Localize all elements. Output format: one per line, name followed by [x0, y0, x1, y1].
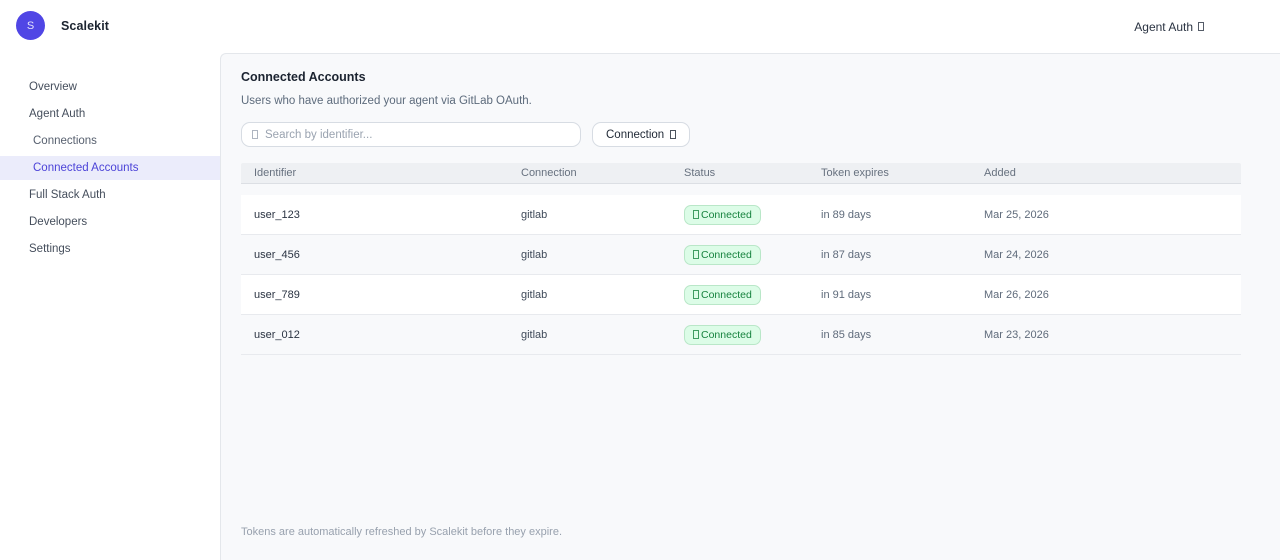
- page-subtitle: Users who have authorized your agent via…: [241, 95, 532, 107]
- cell-identifier: user_789: [254, 288, 300, 301]
- connected-accounts-table: Identifier Connection Status Token expir…: [241, 163, 1241, 355]
- cell-status: Connected: [684, 244, 821, 265]
- search-input[interactable]: Search by identifier...: [241, 122, 581, 147]
- status-badge-icon: [693, 290, 699, 299]
- top-header: S Scalekit Agent Auth: [0, 0, 1280, 53]
- cell-added: Mar 25, 2026: [984, 208, 1049, 221]
- sidebar-item-connections[interactable]: Connections: [33, 135, 97, 147]
- cell-connection: gitlab: [521, 328, 548, 341]
- sidebar-item-settings[interactable]: Settings: [29, 243, 71, 255]
- status-badge-icon: [693, 210, 699, 219]
- col-header-identifier: Identifier: [254, 167, 297, 179]
- table-header-row: Identifier Connection Status Token expir…: [241, 163, 1241, 184]
- cell-identifier: user_012: [254, 328, 300, 341]
- status-badge-label: Connected: [701, 288, 752, 301]
- topnav-label: Agent Auth: [1134, 19, 1193, 34]
- status-badge-icon: [693, 330, 699, 339]
- table-row: user_789 gitlab Connected in 91 days Mar…: [241, 275, 1241, 315]
- table-row: user_123 gitlab Connected in 89 days Mar…: [241, 195, 1241, 235]
- search-icon: [252, 130, 258, 139]
- status-badge: Connected: [684, 284, 761, 305]
- status-badge-label: Connected: [701, 328, 752, 341]
- main-panel: Connected Accounts Users who have author…: [220, 53, 1280, 560]
- sidebar-item-overview[interactable]: Overview: [29, 81, 77, 93]
- table-controls: Search by identifier... Connection: [241, 122, 1260, 147]
- sidebar-item-full-stack-auth[interactable]: Full Stack Auth: [29, 189, 106, 201]
- cell-token-expires: in 89 days: [821, 208, 872, 221]
- tokens-footer-note: Tokens are automatically refreshed by Sc…: [241, 526, 562, 538]
- table-row: user_012 gitlab Connected in 85 days Mar…: [241, 315, 1241, 355]
- col-header-added: Added: [984, 167, 1016, 179]
- cell-token-expires: in 87 days: [821, 248, 872, 261]
- col-header-status: Status: [684, 167, 716, 179]
- sidebar-item-agent-auth[interactable]: Agent Auth: [29, 108, 86, 120]
- status-badge-icon: [693, 250, 699, 259]
- col-header-connection: Connection: [521, 167, 577, 179]
- sidebar: Overview Agent Auth Connections Connecte…: [0, 53, 220, 560]
- cell-connection: gitlab: [521, 248, 548, 261]
- page-title: Connected Accounts: [241, 70, 366, 84]
- cell-status: Connected: [684, 204, 821, 225]
- topnav-agent-auth[interactable]: Agent Auth: [1134, 0, 1204, 53]
- status-badge-label: Connected: [701, 248, 752, 261]
- cell-connection: gitlab: [521, 208, 548, 221]
- status-badge: Connected: [684, 204, 761, 225]
- cell-status: Connected: [684, 284, 821, 305]
- cell-added: Mar 24, 2026: [984, 248, 1049, 261]
- cell-identifier: user_123: [254, 208, 300, 221]
- connection-filter-button[interactable]: Connection: [592, 122, 691, 147]
- col-header-token-expires: Token expires: [821, 167, 889, 179]
- sidebar-item-developers[interactable]: Developers: [29, 216, 88, 228]
- search-placeholder: Search by identifier...: [265, 128, 373, 141]
- cell-connection: gitlab: [521, 288, 548, 301]
- brand-name: Scalekit: [61, 18, 110, 33]
- table-row: user_456 gitlab Connected in 87 days Mar…: [241, 235, 1241, 275]
- status-badge: Connected: [684, 324, 761, 345]
- cell-identifier: user_456: [254, 248, 300, 261]
- cell-status: Connected: [684, 324, 821, 345]
- status-badge: Connected: [684, 244, 761, 265]
- sidebar-item-connected-accounts[interactable]: Connected Accounts: [0, 156, 220, 180]
- connection-filter-label: Connection: [606, 128, 665, 141]
- brand-home-link[interactable]: S Scalekit: [16, 11, 109, 40]
- cell-token-expires: in 85 days: [821, 328, 872, 341]
- chevron-down-icon: [670, 130, 677, 139]
- cell-added: Mar 26, 2026: [984, 288, 1049, 301]
- status-badge-label: Connected: [701, 208, 752, 221]
- topnav-trailing-icon: [1198, 22, 1204, 31]
- scalekit-logo-icon: S: [16, 11, 45, 40]
- cell-token-expires: in 91 days: [821, 288, 872, 301]
- cell-added: Mar 23, 2026: [984, 328, 1049, 341]
